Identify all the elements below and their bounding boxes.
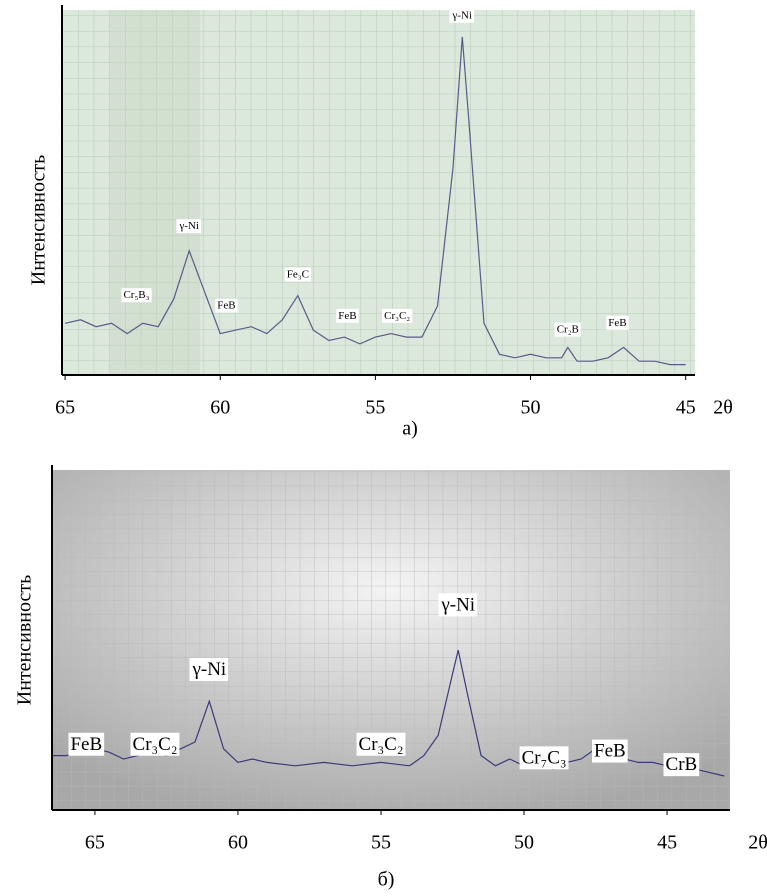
x-tick-label: 50 <box>514 832 534 854</box>
peak-label: Cr₂B <box>557 324 579 336</box>
peak-label-box <box>382 308 413 323</box>
peak-label-box <box>449 8 475 23</box>
peak-label-box <box>176 219 201 234</box>
x-tick-label: 60 <box>210 397 230 419</box>
peak-label: FeB <box>608 317 626 329</box>
peak-label-box <box>189 657 229 681</box>
x-tick-label: 55 <box>365 397 385 419</box>
x-tick-label: 55 <box>371 832 391 854</box>
peak-label-box <box>438 593 478 617</box>
peak-label: FeB <box>338 310 356 322</box>
peak-label-box <box>519 746 569 770</box>
peak-label-box <box>554 322 581 337</box>
peak-label-box <box>130 732 180 756</box>
caption: б) <box>378 869 395 891</box>
peak-label: FeB <box>70 734 102 755</box>
x-tick-label: 65 <box>85 832 105 854</box>
peak-label: Fe₃C <box>287 268 309 280</box>
x-tick-label: 65 <box>55 397 75 419</box>
x-axis-label: 2θ <box>713 397 733 419</box>
peak-label: Cr₅B₃ <box>123 289 149 301</box>
peak-label-box <box>663 753 700 777</box>
peak-label: γ-Ni <box>440 594 475 615</box>
peak-label-box <box>284 267 311 282</box>
peak-label: γ-Ni <box>452 10 473 22</box>
peak-label: Cr₇C₃ <box>522 747 567 768</box>
caption: а) <box>402 418 418 440</box>
peak-label: Cr₃C₂ <box>133 734 178 755</box>
peak-label: FeB <box>217 300 235 312</box>
x-axis-label: 2θ <box>748 832 767 854</box>
peak-label: FeB <box>594 741 626 762</box>
plot-background <box>62 10 695 375</box>
y-axis-label: Интенсивность <box>14 575 36 705</box>
x-tick-label: 45 <box>657 832 677 854</box>
peak-label: γ-Ni <box>191 659 226 680</box>
x-tick-label: 50 <box>521 397 541 419</box>
trace <box>64 36 686 366</box>
peak-label-box <box>592 739 628 763</box>
peak-label: γ-Ni <box>178 220 199 232</box>
peak-label: CrB <box>666 754 698 775</box>
peak-label-box <box>336 308 359 323</box>
peak-label-box <box>121 288 152 303</box>
peak-label-box <box>68 732 105 756</box>
paper-shade <box>110 10 200 375</box>
peak-label-box <box>356 732 406 756</box>
y-axis-label: Интенсивность <box>28 155 50 285</box>
peak-label-box <box>606 315 629 330</box>
x-tick-label: 60 <box>228 832 248 854</box>
peak-label: Cr₃C₂ <box>384 310 410 322</box>
peak-label: Cr₃C₂ <box>359 734 404 755</box>
plot-grid <box>52 470 730 810</box>
peak-label-box <box>215 298 238 313</box>
x-tick-label: 45 <box>676 397 696 419</box>
